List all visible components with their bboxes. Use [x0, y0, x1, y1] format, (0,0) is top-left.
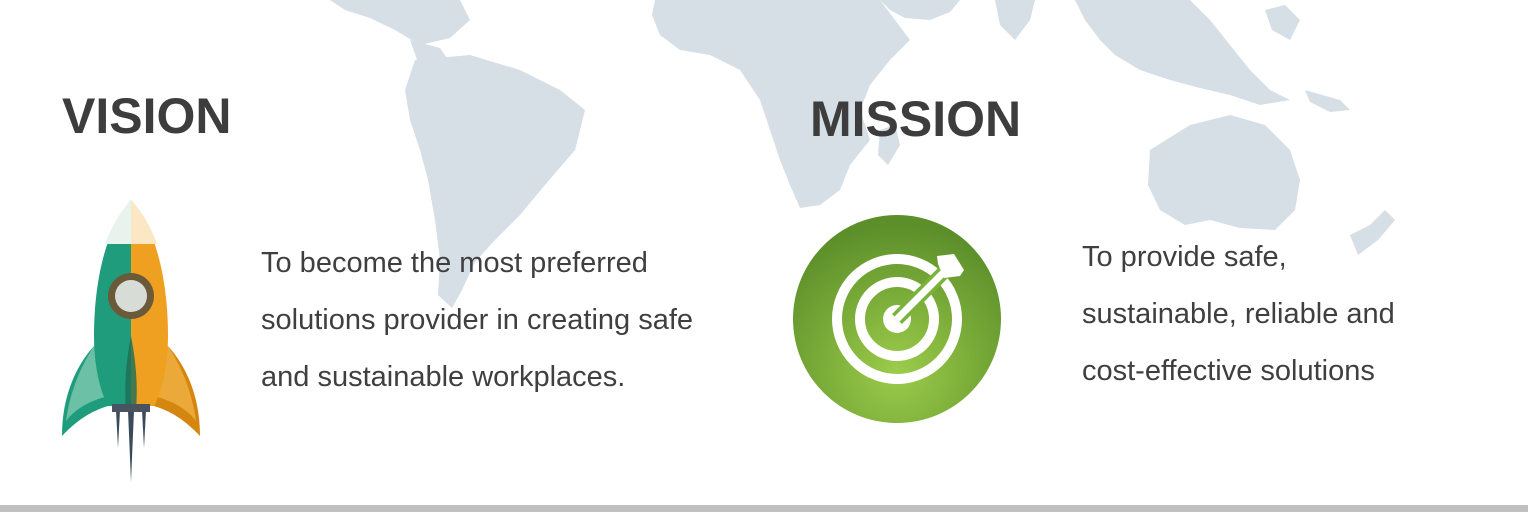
vision-line: To become the most preferred	[261, 247, 648, 279]
map-asia	[1075, 0, 1290, 105]
map-south-america	[405, 55, 585, 308]
target-icon	[793, 215, 1001, 423]
mission-heading: MISSION	[810, 91, 1022, 147]
mission-line: To provide safe,	[1082, 241, 1287, 273]
map-middle-east	[995, 0, 1035, 40]
map-north-america	[330, 0, 470, 45]
map-madagascar	[878, 125, 900, 165]
mission-statement: To provide safe, sustainable, reliable a…	[1082, 229, 1462, 400]
map-australia	[1148, 115, 1300, 230]
map-africa	[652, 0, 910, 208]
map-europe	[880, 0, 960, 20]
vision-line: and sustainable workplaces.	[261, 361, 626, 393]
vision-line: solutions provider in creating safe	[261, 304, 694, 336]
map-japan	[1265, 5, 1300, 40]
rocket-icon	[62, 200, 200, 482]
map-islands	[1305, 90, 1350, 112]
bottom-divider-bar	[0, 505, 1528, 512]
map-new-zealand	[1350, 210, 1395, 255]
mission-line: cost-effective solutions	[1082, 355, 1375, 387]
vision-heading: VISION	[62, 88, 232, 144]
mission-line: sustainable, reliable and	[1082, 298, 1395, 330]
vision-statement: To become the most preferred solutions p…	[261, 235, 761, 406]
